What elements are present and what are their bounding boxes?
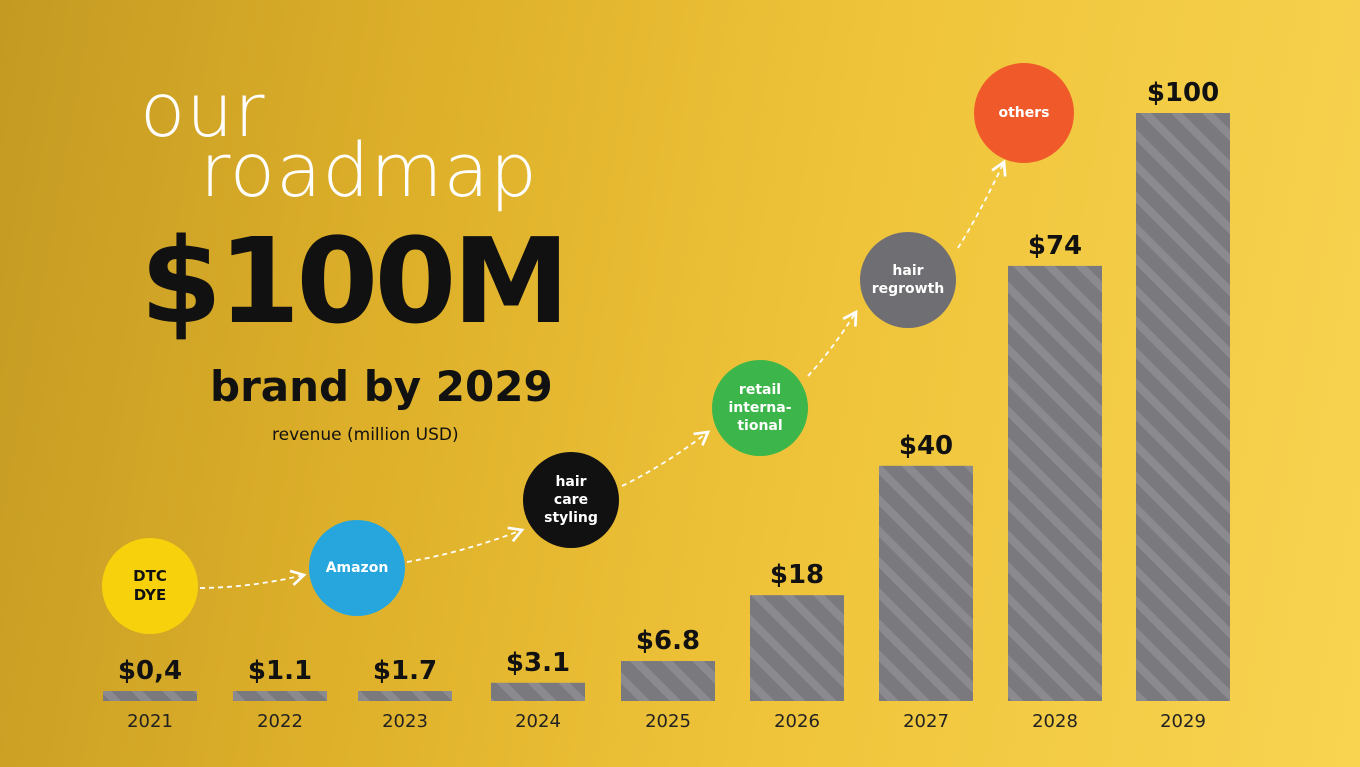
- bar-value-label-2022: $1.1: [248, 656, 312, 686]
- milestone-hair-regrowth: hair regrowth: [860, 232, 956, 328]
- title-roadmap: roadmap: [200, 128, 538, 214]
- milestone-amazon: Amazon: [309, 520, 405, 616]
- connector-arrow-2: [406, 526, 525, 563]
- x-tick-2023: 2023: [382, 711, 428, 732]
- x-tick-labels: 2021 2022 2023 2024 2025 2026 2027 2028 2029: [127, 711, 1206, 732]
- connector-arrow-1: [199, 569, 307, 589]
- bar-2028: [1008, 265, 1102, 701]
- milestone-retail-international-label: retail interna- tional: [728, 381, 792, 435]
- revenue-unit-label: revenue (million USD): [272, 425, 459, 445]
- x-tick-2027: 2027: [903, 711, 949, 732]
- milestone-others-label: others: [998, 104, 1050, 121]
- milestone-amazon-label: Amazon: [325, 559, 389, 576]
- milestone-others: others: [974, 63, 1074, 163]
- bar-value-label-2028: $74: [1028, 231, 1082, 261]
- title-our: our: [140, 68, 266, 154]
- headline-subtitle: brand by 2029: [210, 362, 553, 411]
- x-tick-2028: 2028: [1032, 711, 1078, 732]
- x-tick-2021: 2021: [127, 711, 173, 732]
- x-tick-2026: 2026: [774, 711, 820, 732]
- bar-2025: [621, 661, 715, 701]
- milestone-dtc-dye-label: DTC DYE: [133, 566, 167, 605]
- bar-value-label-2029: $100: [1147, 78, 1219, 108]
- milestone-hair-care-styling-label: hair care styling: [544, 473, 598, 527]
- bar-value-label-2021: $0,4: [118, 656, 182, 686]
- bar-value-label-2025: $6.8: [636, 626, 700, 656]
- x-tick-2029: 2029: [1160, 711, 1206, 732]
- x-tick-2025: 2025: [645, 711, 691, 732]
- milestone-dtc-dye: DTC DYE: [102, 538, 198, 634]
- bar-value-label-2023: $1.7: [373, 656, 437, 686]
- headline-amount: $100M: [140, 212, 570, 350]
- bar-value-label-2024: $3.1: [506, 648, 570, 678]
- milestone-connectors: [199, 159, 1007, 589]
- bar-2026: [750, 595, 844, 701]
- bar-2027: [879, 465, 973, 701]
- x-tick-2024: 2024: [515, 711, 561, 732]
- x-tick-2022: 2022: [257, 711, 303, 732]
- milestone-retail-international: retail interna- tional: [712, 360, 808, 456]
- bar-2024: [491, 682, 585, 701]
- milestone-hair-care-styling: hair care styling: [523, 452, 619, 548]
- milestone-hair-regrowth-label: hair regrowth: [871, 262, 945, 297]
- bar-2022: [233, 691, 327, 701]
- bar-2029: [1136, 113, 1230, 701]
- bar-value-label-2027: $40: [899, 431, 953, 461]
- bar-labels-group: $0,4 $1.1 $1.7 $3.1 $6.8 $18 $40 $74 $100: [118, 78, 1219, 686]
- connector-arrow-5: [957, 159, 1007, 249]
- bar-2021: [103, 691, 197, 701]
- connector-arrow-4: [807, 309, 858, 377]
- bar-value-label-2026: $18: [770, 560, 824, 590]
- bar-2023: [358, 691, 452, 701]
- bars-group: [103, 113, 1230, 701]
- connector-arrow-3: [621, 430, 711, 487]
